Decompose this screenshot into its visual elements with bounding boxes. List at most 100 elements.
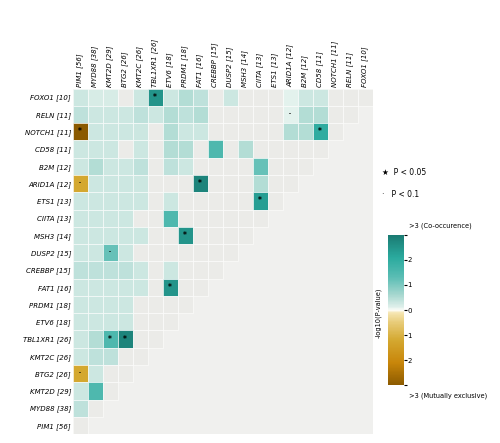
Bar: [148, 106, 162, 123]
Bar: [72, 400, 88, 417]
Bar: [222, 140, 238, 158]
Bar: [118, 140, 132, 158]
Bar: [178, 158, 192, 175]
Bar: [72, 140, 88, 158]
Bar: [298, 89, 312, 106]
Bar: [208, 175, 222, 192]
Text: ·: ·: [78, 367, 82, 380]
Bar: [132, 89, 148, 106]
Bar: [358, 89, 372, 106]
Bar: [72, 296, 88, 313]
Bar: [118, 313, 132, 330]
Bar: [102, 227, 118, 244]
Bar: [162, 123, 178, 140]
Bar: [88, 158, 102, 175]
Bar: [118, 192, 132, 210]
Bar: [148, 140, 162, 158]
Bar: [238, 89, 252, 106]
Bar: [102, 106, 118, 123]
Bar: [132, 106, 148, 123]
Bar: [148, 330, 162, 348]
Bar: [312, 140, 328, 158]
Text: ·: ·: [108, 246, 112, 259]
Bar: [72, 192, 88, 210]
Bar: [132, 279, 148, 296]
Bar: [132, 296, 148, 313]
Bar: [208, 227, 222, 244]
Bar: [102, 140, 118, 158]
Text: *: *: [168, 283, 172, 292]
Bar: [328, 106, 342, 123]
Text: *: *: [258, 196, 262, 206]
Text: ★  P < 0.05: ★ P < 0.05: [382, 168, 427, 177]
Bar: [148, 313, 162, 330]
Bar: [208, 106, 222, 123]
Bar: [162, 175, 178, 192]
Bar: [208, 158, 222, 175]
Bar: [102, 175, 118, 192]
Bar: [88, 261, 102, 279]
Bar: [192, 227, 208, 244]
Bar: [282, 89, 298, 106]
Bar: [208, 192, 222, 210]
Bar: [72, 348, 88, 365]
Bar: [268, 123, 282, 140]
Text: *: *: [123, 334, 127, 344]
Bar: [132, 140, 148, 158]
Bar: [192, 158, 208, 175]
Bar: [282, 158, 298, 175]
Bar: [72, 106, 88, 123]
Bar: [252, 106, 268, 123]
Bar: [148, 89, 162, 106]
Bar: [298, 140, 312, 158]
Bar: [268, 175, 282, 192]
Bar: [252, 158, 268, 175]
Bar: [118, 123, 132, 140]
Bar: [162, 158, 178, 175]
Bar: [88, 192, 102, 210]
Bar: [192, 175, 208, 192]
Text: >3 (Mutually exclusive): >3 (Mutually exclusive): [409, 393, 488, 400]
Bar: [102, 313, 118, 330]
Bar: [178, 140, 192, 158]
Bar: [178, 123, 192, 140]
Bar: [298, 106, 312, 123]
Bar: [222, 106, 238, 123]
Bar: [148, 244, 162, 261]
Bar: [88, 244, 102, 261]
Bar: [178, 192, 192, 210]
Bar: [102, 123, 118, 140]
Bar: [118, 244, 132, 261]
Bar: [222, 89, 238, 106]
Bar: [102, 365, 118, 382]
Bar: [208, 210, 222, 227]
Bar: [88, 382, 102, 400]
Bar: [118, 279, 132, 296]
Bar: [208, 123, 222, 140]
Bar: [148, 227, 162, 244]
Bar: [252, 123, 268, 140]
Bar: [298, 123, 312, 140]
Bar: [132, 192, 148, 210]
Bar: [268, 140, 282, 158]
Bar: [342, 89, 357, 106]
Bar: [88, 106, 102, 123]
Text: ·   P < 0.1: · P < 0.1: [382, 190, 420, 199]
Bar: [132, 175, 148, 192]
Bar: [312, 123, 328, 140]
Bar: [102, 382, 118, 400]
Bar: [88, 400, 102, 417]
Bar: [178, 89, 192, 106]
Bar: [238, 175, 252, 192]
Bar: [252, 89, 268, 106]
Bar: [222, 175, 238, 192]
Bar: [192, 89, 208, 106]
Bar: [192, 123, 208, 140]
Bar: [88, 279, 102, 296]
Text: ·: ·: [288, 108, 292, 121]
Bar: [148, 296, 162, 313]
Bar: [312, 89, 328, 106]
Bar: [132, 158, 148, 175]
Bar: [162, 279, 178, 296]
Bar: [178, 296, 192, 313]
